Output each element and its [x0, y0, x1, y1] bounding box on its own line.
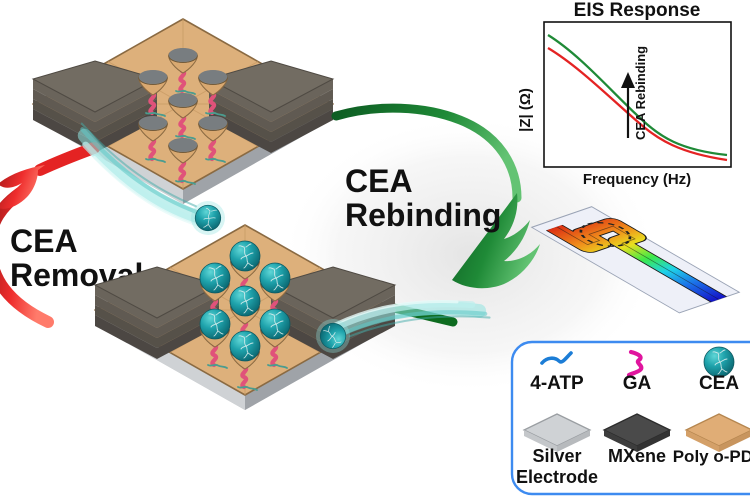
- svg-text:MXene: MXene: [608, 446, 666, 466]
- svg-text:CEA Rebinding: CEA Rebinding: [633, 46, 648, 140]
- svg-text:|Z| (Ω): |Z| (Ω): [517, 88, 534, 132]
- svg-text:CEA: CEA: [345, 163, 413, 199]
- svg-text:CEA: CEA: [699, 373, 739, 394]
- svg-text:Frequency (Hz): Frequency (Hz): [583, 171, 691, 188]
- svg-text:CEA: CEA: [10, 223, 78, 259]
- svg-text:GA: GA: [623, 373, 652, 394]
- svg-text:4-ATP: 4-ATP: [530, 373, 584, 394]
- svg-text:Electrode: Electrode: [516, 467, 598, 487]
- svg-text:Rebinding: Rebinding: [345, 197, 501, 233]
- svg-text:Silver: Silver: [532, 446, 581, 466]
- svg-text:EIS Response: EIS Response: [574, 0, 701, 21]
- svg-text:Poly o-PDA: Poly o-PDA: [673, 447, 750, 466]
